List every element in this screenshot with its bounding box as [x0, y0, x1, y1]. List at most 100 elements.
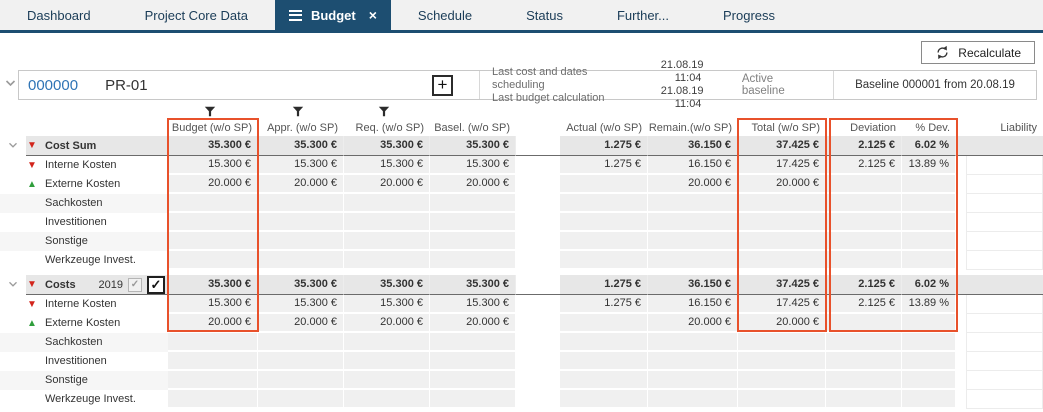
cell-budget[interactable]	[168, 371, 258, 390]
cell-remain[interactable]: 36.150 €	[648, 136, 738, 156]
cell-actual[interactable]	[560, 314, 648, 333]
chevron-down-icon[interactable]	[8, 281, 18, 288]
cell-deviation[interactable]	[826, 175, 902, 194]
cell-total[interactable]: 17.425 €	[738, 295, 826, 314]
cell-req[interactable]	[344, 213, 430, 232]
cell-req[interactable]	[344, 251, 430, 270]
cell-total[interactable]: 17.425 €	[738, 156, 826, 175]
cell-req[interactable]	[344, 232, 430, 251]
cell-appr[interactable]	[258, 251, 344, 270]
cell-remain[interactable]: 36.150 €	[648, 275, 738, 295]
close-icon[interactable]: ×	[368, 7, 377, 23]
cell-deviation[interactable]: 2.125 €	[826, 295, 902, 314]
cell-pdev[interactable]	[902, 314, 956, 333]
project-collapse-chevron-icon[interactable]	[5, 79, 16, 87]
cell-pdev[interactable]	[902, 232, 956, 251]
cell-actual[interactable]	[560, 371, 648, 390]
year-checkbox[interactable]: ✓	[147, 275, 165, 294]
cell-total[interactable]: 37.425 €	[738, 136, 826, 156]
cell-pdev[interactable]: 6.02 %	[902, 136, 956, 156]
cell-liability[interactable]	[966, 352, 1043, 371]
cell-appr[interactable]	[258, 333, 344, 352]
cell-total[interactable]	[738, 352, 826, 371]
cell-basel[interactable]	[430, 251, 516, 270]
cell-req[interactable]: 15.300 €	[344, 295, 430, 314]
cell-actual[interactable]	[560, 251, 648, 270]
cell-basel[interactable]: 15.300 €	[430, 295, 516, 314]
cell-basel[interactable]: 20.000 €	[430, 314, 516, 333]
cell-liability[interactable]	[966, 136, 1043, 156]
cell-req[interactable]: 35.300 €	[344, 136, 430, 156]
cell-basel[interactable]	[430, 194, 516, 213]
cell-liability[interactable]	[966, 194, 1043, 213]
cell-liability[interactable]	[966, 175, 1043, 194]
cell-pdev[interactable]	[902, 251, 956, 270]
cell-actual[interactable]	[560, 232, 648, 251]
cell-actual[interactable]	[560, 390, 648, 409]
cell-basel[interactable]: 35.300 €	[430, 275, 516, 295]
cell-budget[interactable]: 20.000 €	[168, 314, 258, 333]
tab-project-core-data[interactable]: Project Core Data	[118, 0, 275, 30]
cell-remain[interactable]	[648, 232, 738, 251]
tab-progress[interactable]: Progress	[696, 0, 802, 30]
cell-req[interactable]: 15.300 €	[344, 156, 430, 175]
tab-further[interactable]: Further...	[590, 0, 696, 30]
cell-budget[interactable]	[168, 390, 258, 409]
cell-liability[interactable]	[966, 390, 1043, 409]
cell-liability[interactable]	[966, 232, 1043, 251]
cell-actual[interactable]	[560, 213, 648, 232]
cell-pdev[interactable]: 6.02 %	[902, 275, 956, 295]
cell-deviation[interactable]	[826, 314, 902, 333]
cell-remain[interactable]	[648, 352, 738, 371]
cell-deviation[interactable]: 2.125 €	[826, 136, 902, 156]
cell-liability[interactable]	[966, 371, 1043, 390]
cell-remain[interactable]: 16.150 €	[648, 156, 738, 175]
cell-deviation[interactable]	[826, 251, 902, 270]
cell-actual[interactable]: 1.275 €	[560, 295, 648, 314]
cell-req[interactable]	[344, 333, 430, 352]
filter-funnel-icon[interactable]	[378, 106, 390, 120]
cell-basel[interactable]	[430, 371, 516, 390]
cell-liability[interactable]	[966, 275, 1043, 295]
cell-appr[interactable]	[258, 213, 344, 232]
cell-basel[interactable]: 15.300 €	[430, 156, 516, 175]
cell-deviation[interactable]	[826, 333, 902, 352]
tab-dashboard[interactable]: Dashboard	[0, 0, 118, 30]
cell-liability[interactable]	[966, 156, 1043, 175]
cell-liability[interactable]	[966, 314, 1043, 333]
cell-remain[interactable]: 20.000 €	[648, 175, 738, 194]
cell-pdev[interactable]: 13.89 %	[902, 156, 956, 175]
cell-budget[interactable]: 35.300 €	[168, 136, 258, 156]
cell-appr[interactable]	[258, 352, 344, 371]
cell-actual[interactable]	[560, 194, 648, 213]
cell-budget[interactable]: 35.300 €	[168, 275, 258, 295]
cell-appr[interactable]: 35.300 €	[258, 275, 344, 295]
cell-pdev[interactable]	[902, 390, 956, 409]
cell-budget[interactable]: 20.000 €	[168, 175, 258, 194]
cell-remain[interactable]	[648, 194, 738, 213]
cell-remain[interactable]: 20.000 €	[648, 314, 738, 333]
cell-budget[interactable]	[168, 232, 258, 251]
cell-pdev[interactable]: 13.89 %	[902, 295, 956, 314]
cell-total[interactable]: 37.425 €	[738, 275, 826, 295]
cell-actual[interactable]: 1.275 €	[560, 136, 648, 156]
cell-liability[interactable]	[966, 333, 1043, 352]
cell-req[interactable]	[344, 352, 430, 371]
cell-budget[interactable]	[168, 213, 258, 232]
cell-liability[interactable]	[966, 213, 1043, 232]
cell-deviation[interactable]	[826, 213, 902, 232]
cell-deviation[interactable]: 2.125 €	[826, 156, 902, 175]
cell-appr[interactable]: 20.000 €	[258, 314, 344, 333]
tab-status[interactable]: Status	[499, 0, 590, 30]
cell-deviation[interactable]	[826, 390, 902, 409]
cell-remain[interactable]	[648, 251, 738, 270]
cell-remain[interactable]	[648, 333, 738, 352]
cell-remain[interactable]	[648, 213, 738, 232]
cell-budget[interactable]	[168, 333, 258, 352]
cell-total[interactable]: 20.000 €	[738, 314, 826, 333]
cell-deviation[interactable]	[826, 232, 902, 251]
project-number[interactable]: 000000	[28, 76, 79, 94]
cell-req[interactable]	[344, 390, 430, 409]
cell-basel[interactable]	[430, 333, 516, 352]
cell-remain[interactable]	[648, 371, 738, 390]
